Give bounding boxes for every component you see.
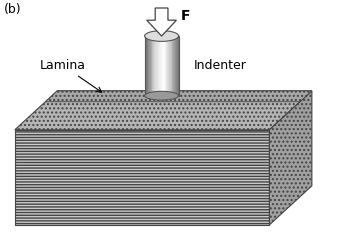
Bar	[171, 36, 173, 96]
Text: (b): (b)	[4, 3, 22, 16]
Bar	[144, 36, 146, 96]
Polygon shape	[269, 91, 312, 225]
Text: F: F	[181, 9, 191, 23]
Bar	[147, 36, 148, 96]
Bar	[152, 36, 153, 96]
Bar	[166, 36, 168, 96]
Text: Lamina: Lamina	[39, 59, 102, 92]
Bar	[148, 36, 149, 96]
Bar	[156, 36, 157, 96]
Polygon shape	[147, 8, 176, 36]
Bar	[173, 36, 175, 96]
Bar	[179, 36, 180, 96]
Bar	[163, 36, 164, 96]
Polygon shape	[15, 91, 312, 130]
Bar	[173, 36, 174, 96]
Ellipse shape	[144, 31, 179, 41]
Bar	[169, 36, 170, 96]
Bar	[149, 36, 150, 96]
Bar	[167, 36, 169, 96]
Text: Indenter: Indenter	[193, 59, 246, 72]
Polygon shape	[45, 91, 312, 102]
Bar	[178, 36, 179, 96]
Bar	[158, 36, 159, 96]
Bar	[159, 36, 160, 96]
Bar	[146, 36, 147, 96]
Bar	[165, 36, 167, 96]
Bar	[160, 36, 162, 96]
Bar	[164, 36, 165, 96]
Bar	[151, 36, 152, 96]
Bar	[155, 36, 156, 96]
Bar	[162, 36, 163, 96]
Polygon shape	[15, 130, 269, 225]
Bar	[170, 36, 171, 96]
Bar	[161, 36, 162, 96]
Bar	[168, 36, 169, 96]
Bar	[175, 36, 176, 96]
Ellipse shape	[144, 91, 179, 100]
Bar	[157, 36, 158, 96]
Bar	[165, 36, 166, 96]
Bar	[153, 36, 154, 96]
Bar	[146, 36, 148, 96]
Bar	[154, 36, 155, 96]
Bar	[171, 36, 172, 96]
Bar	[159, 36, 160, 96]
Bar	[174, 36, 175, 96]
Bar	[176, 36, 177, 96]
Bar	[150, 36, 151, 96]
Bar	[177, 36, 178, 96]
Bar	[152, 36, 154, 96]
